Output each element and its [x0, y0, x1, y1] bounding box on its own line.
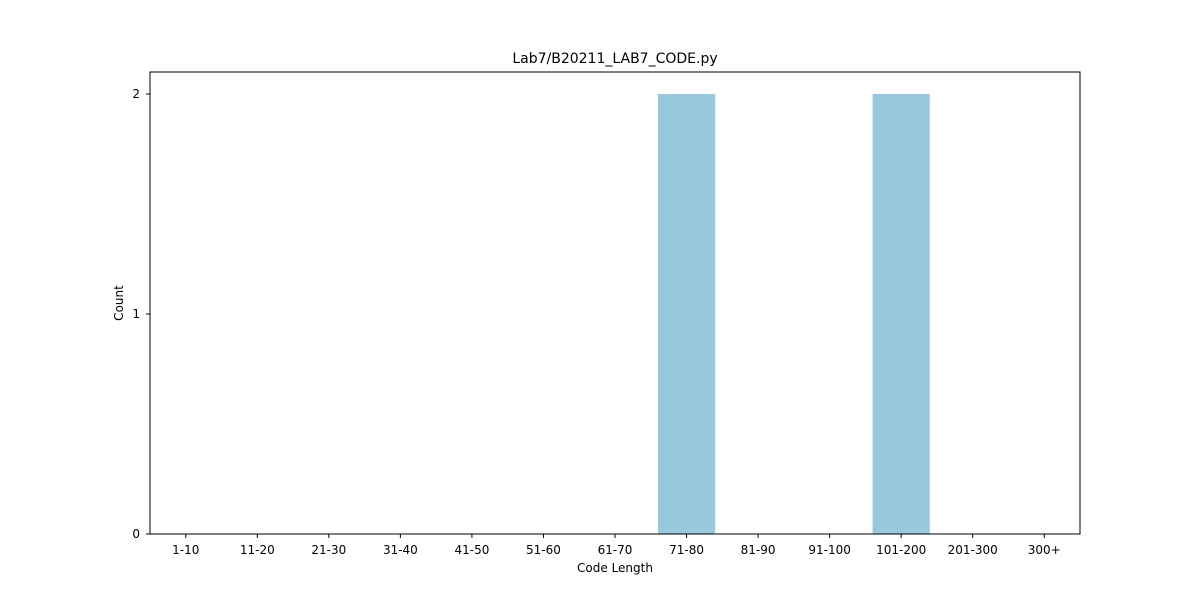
bar-101-200 — [872, 94, 930, 534]
x-tick-label: 11-20 — [240, 543, 275, 557]
y-tick-label: 2 — [132, 87, 140, 101]
x-axis-label: Code Length — [577, 561, 653, 575]
x-tick-label: 300+ — [1028, 543, 1061, 557]
x-tick-label: 1-10 — [172, 543, 199, 557]
x-tick-label: 21-30 — [311, 543, 346, 557]
bar-71-80 — [657, 94, 716, 534]
bars-group — [657, 94, 930, 534]
y-tick-label: 0 — [132, 527, 140, 541]
x-tick-label: 71-80 — [669, 543, 704, 557]
x-tick-label: 91-100 — [808, 543, 851, 557]
y-tick-label: 1 — [132, 307, 140, 321]
x-tick-label: 81-90 — [741, 543, 776, 557]
x-axis: 1-10 11-20 21-30 31-40 41-50 51-60 61-70 71-80 8… — [172, 534, 1061, 557]
plot-frame — [149, 71, 1081, 535]
y-axis: 0 1 2 — [132, 87, 150, 541]
chart-title: Lab7/B20211_LAB7_CODE.py — [512, 51, 717, 67]
x-tick-label: 31-40 — [383, 543, 418, 557]
x-tick-label: 41-50 — [454, 543, 489, 557]
x-tick-label: 201-300 — [948, 543, 998, 557]
y-axis-label: Count — [112, 285, 126, 321]
x-tick-label: 101-200 — [876, 543, 926, 557]
x-tick-label: 61-70 — [598, 543, 633, 557]
x-tick-label: 51-60 — [526, 543, 561, 557]
